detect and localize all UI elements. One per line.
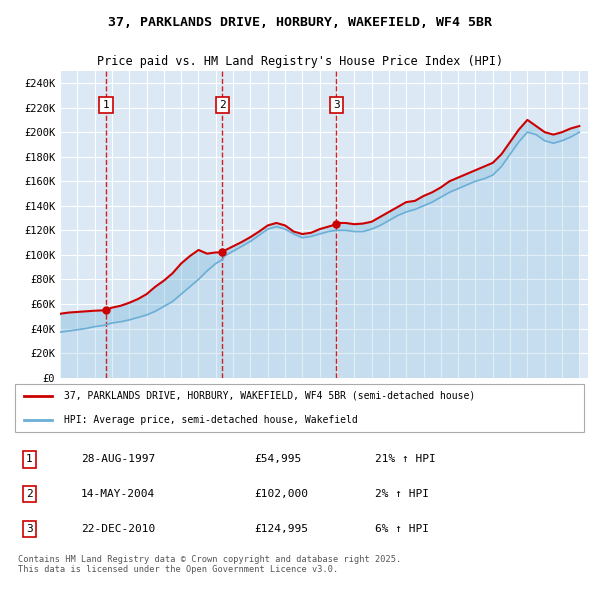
Text: HPI: Average price, semi-detached house, Wakefield: HPI: Average price, semi-detached house,… — [64, 415, 358, 425]
Text: 6% ↑ HPI: 6% ↑ HPI — [375, 524, 429, 534]
Text: 37, PARKLANDS DRIVE, HORBURY, WAKEFIELD, WF4 5BR: 37, PARKLANDS DRIVE, HORBURY, WAKEFIELD,… — [108, 15, 492, 28]
Text: £124,995: £124,995 — [254, 524, 308, 534]
Text: Price paid vs. HM Land Registry's House Price Index (HPI): Price paid vs. HM Land Registry's House … — [97, 55, 503, 68]
Text: 37, PARKLANDS DRIVE, HORBURY, WAKEFIELD, WF4 5BR (semi-detached house): 37, PARKLANDS DRIVE, HORBURY, WAKEFIELD,… — [64, 391, 475, 401]
FancyBboxPatch shape — [15, 384, 584, 431]
Text: 22-DEC-2010: 22-DEC-2010 — [81, 524, 155, 534]
Text: £54,995: £54,995 — [254, 454, 301, 464]
Text: £102,000: £102,000 — [254, 489, 308, 499]
Text: Contains HM Land Registry data © Crown copyright and database right 2025.
This d: Contains HM Land Registry data © Crown c… — [18, 555, 401, 574]
Text: 3: 3 — [333, 100, 340, 110]
Text: 28-AUG-1997: 28-AUG-1997 — [81, 454, 155, 464]
Text: 1: 1 — [103, 100, 109, 110]
Text: 1: 1 — [26, 454, 32, 464]
Text: 3: 3 — [26, 524, 32, 534]
Text: 2% ↑ HPI: 2% ↑ HPI — [375, 489, 429, 499]
Text: 2: 2 — [26, 489, 32, 499]
Text: 2: 2 — [219, 100, 226, 110]
Text: 14-MAY-2004: 14-MAY-2004 — [81, 489, 155, 499]
Text: 21% ↑ HPI: 21% ↑ HPI — [375, 454, 436, 464]
